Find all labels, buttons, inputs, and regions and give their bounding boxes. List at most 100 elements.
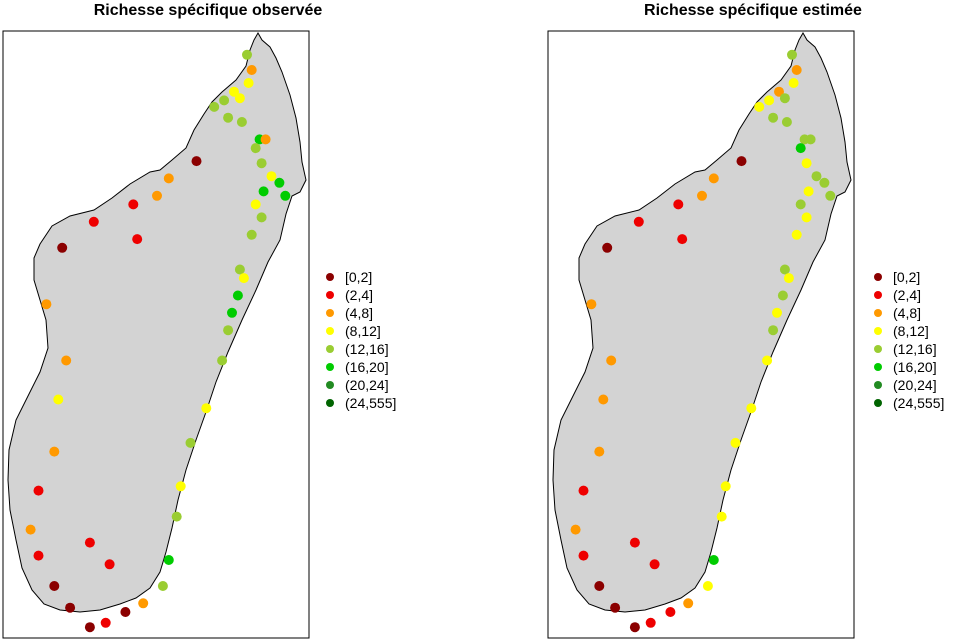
panel-observed: Richesse spécifique observée [0,2] (2,4] (…	[2, 2, 396, 639]
site-point	[256, 212, 267, 223]
site-point	[677, 234, 688, 245]
site-point	[708, 555, 719, 565]
site-point	[578, 485, 589, 496]
site-point	[53, 394, 64, 405]
site-point	[708, 173, 719, 184]
legend-label: (24,555]	[345, 395, 396, 411]
site-point	[697, 190, 707, 201]
site-point	[84, 622, 95, 633]
site-point	[805, 134, 816, 145]
site-point	[223, 325, 234, 336]
site-point	[171, 511, 182, 522]
legend-swatch	[874, 273, 882, 281]
site-point	[649, 559, 660, 570]
panel-estimated: Richesse spécifique estimée [0,2] (2,4] (4…	[547, 2, 944, 639]
legend-label: (4,8]	[893, 305, 921, 321]
site-point	[88, 216, 99, 227]
legend-swatch	[326, 399, 334, 407]
site-point	[606, 355, 617, 366]
site-point	[716, 511, 727, 522]
legend-swatch	[326, 345, 334, 353]
site-point	[104, 559, 115, 570]
site-point	[754, 101, 765, 112]
site-point	[586, 299, 597, 310]
legend-label: (16,20]	[893, 359, 937, 375]
legend-swatch	[326, 363, 334, 371]
panel-title: Richesse spécifique estimée	[644, 2, 862, 19]
site-point	[217, 355, 228, 366]
madagascar-landmass	[552, 31, 852, 613]
site-point	[57, 242, 68, 253]
site-point	[234, 264, 245, 275]
site-point	[720, 481, 731, 492]
site-point	[250, 143, 261, 154]
site-point	[801, 158, 812, 169]
site-point	[49, 581, 60, 591]
site-point	[803, 186, 814, 197]
legend-swatch	[326, 309, 334, 317]
site-point	[768, 112, 779, 123]
site-point	[788, 78, 799, 88]
site-point	[629, 622, 640, 633]
site-point	[246, 229, 257, 240]
legend-swatch	[326, 381, 334, 389]
site-point	[229, 86, 239, 97]
site-point	[25, 524, 36, 535]
site-point	[594, 446, 605, 457]
legend-swatch	[874, 327, 882, 335]
legend-label: (8,12]	[893, 323, 929, 339]
legend-swatch	[874, 363, 882, 371]
site-point	[779, 93, 790, 104]
site-point	[185, 437, 196, 448]
site-point	[234, 93, 245, 104]
site-point	[811, 171, 822, 182]
site-point	[243, 78, 254, 88]
site-point	[100, 617, 111, 628]
site-point	[236, 117, 247, 127]
site-point	[246, 65, 257, 75]
site-point	[175, 481, 186, 492]
map-frame	[547, 30, 855, 639]
legend-swatch	[326, 291, 334, 299]
site-point	[258, 186, 269, 197]
legend-swatch	[326, 273, 334, 281]
site-point	[238, 273, 249, 284]
legend-label: [0,2]	[345, 269, 372, 285]
site-point	[227, 307, 237, 318]
site-point	[787, 49, 797, 60]
legend-label: (24,555]	[893, 395, 944, 411]
site-point	[610, 602, 621, 613]
site-point	[163, 555, 174, 565]
site-point	[825, 190, 836, 201]
site-point	[791, 65, 802, 75]
site-point	[191, 156, 202, 167]
legend-label: (4,8]	[345, 305, 373, 321]
site-point	[801, 212, 812, 223]
site-point	[120, 607, 131, 617]
map-frame	[2, 30, 310, 639]
panel-title: Richesse spécifique observée	[94, 2, 323, 19]
site-point	[819, 177, 830, 188]
legend-swatch	[326, 327, 334, 335]
site-point	[602, 242, 613, 253]
sites-layer	[25, 49, 291, 633]
site-point	[280, 190, 291, 201]
site-point	[132, 234, 143, 245]
site-point	[33, 550, 44, 561]
legend-swatch	[874, 309, 882, 317]
site-point	[209, 101, 220, 112]
site-point	[791, 229, 802, 240]
site-point	[260, 134, 271, 145]
site-point	[219, 95, 230, 106]
legend-label: (2,4]	[893, 287, 921, 303]
site-point	[49, 446, 60, 457]
legend-label: (20,24]	[893, 377, 937, 393]
site-point	[65, 602, 76, 613]
site-point	[633, 216, 644, 227]
site-point	[274, 177, 285, 188]
site-point	[772, 307, 782, 318]
legend: [0,2] (2,4] (4,8] (8,12] (12,16] (16,20] (20,2…	[326, 269, 396, 411]
site-point	[201, 403, 212, 414]
site-point	[232, 290, 243, 301]
